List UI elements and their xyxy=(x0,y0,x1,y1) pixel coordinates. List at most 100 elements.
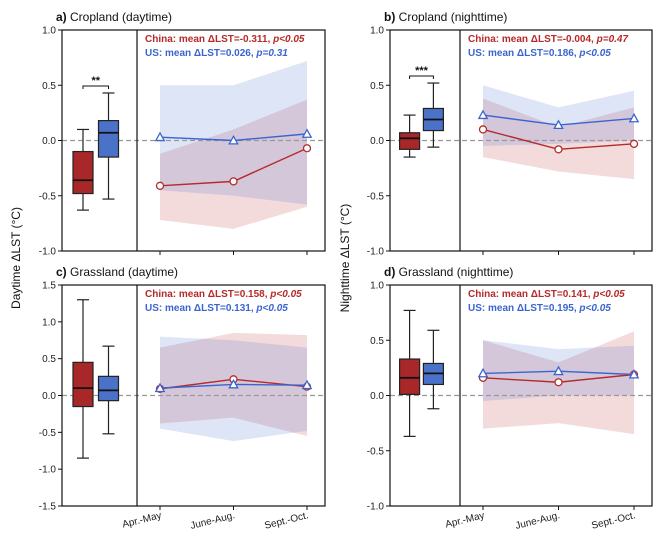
us-p-value: p<0.05 xyxy=(578,303,611,314)
us-stats-annotation: US: mean ΔLST=0.026, p=0.31 xyxy=(145,48,288,59)
us-p-value: p=0.31 xyxy=(255,48,288,59)
us-uncertainty-band xyxy=(160,336,307,442)
china-point xyxy=(554,145,563,154)
us-uncertainty-band xyxy=(160,60,307,205)
y-tick-label: 1.5 xyxy=(42,281,56,292)
y-tick-label: 0.5 xyxy=(370,336,384,347)
panel-d: 1.0 0.5 0.0 -0.5 -1.0 Apr.-May June-Aug. Sept.-… xyxy=(367,265,653,532)
china-point xyxy=(229,177,238,186)
y-tick-label: 0.0 xyxy=(370,391,384,402)
china-point xyxy=(629,139,639,148)
panel-title-text: Cropland (nighttime) xyxy=(395,10,507,24)
us-boxplot xyxy=(422,82,444,148)
y-tick-label: 1.0 xyxy=(42,317,56,328)
us-boxplot xyxy=(97,92,120,200)
box xyxy=(97,375,120,402)
y-tick-label: 1.0 xyxy=(370,26,384,37)
china-stats-annotation: China: mean ΔLST=0.141, p<0.05 xyxy=(468,289,625,300)
y-tick-label: -0.5 xyxy=(367,446,385,457)
panel-title-text: Grassland (nighttime) xyxy=(395,265,513,279)
y-tick-label: 1.0 xyxy=(42,26,56,37)
us-point xyxy=(301,128,313,138)
us-boxplot xyxy=(422,329,444,410)
y-axis-label-daytime: Daytime ΔLST (°C) xyxy=(9,207,23,309)
x-tick-label: Apr.-May xyxy=(444,510,485,530)
us-point xyxy=(477,109,489,120)
china-boxplot xyxy=(399,309,421,437)
significance-stars: *** xyxy=(415,65,429,77)
us-point xyxy=(228,378,239,389)
us-point xyxy=(154,131,166,142)
y-tick-label: -1.0 xyxy=(39,247,57,258)
us-p-value: p<0.05 xyxy=(255,303,288,314)
china-stats-text: China: mean ΔLST=-0.311, xyxy=(145,34,273,45)
china-p-value: p=0.47 xyxy=(596,34,629,45)
us-stats-text: US: mean ΔLST=0.186, xyxy=(468,48,579,59)
china-stats-annotation: China: mean ΔLST=-0.004, p=0.47 xyxy=(468,34,628,45)
panel-title: a) Cropland (daytime) xyxy=(56,10,172,24)
us-point xyxy=(628,112,640,123)
us-point xyxy=(301,379,313,390)
china-boxplot xyxy=(399,114,421,158)
panel-title: c) Grassland (daytime) xyxy=(56,265,178,279)
china-stats-text: China: mean ΔLST=0.158, xyxy=(145,289,270,300)
us-point xyxy=(553,119,564,130)
y-tick-label: -1.0 xyxy=(39,465,57,476)
panel-title-text: Cropland (daytime) xyxy=(67,10,172,24)
x-tick-label: Sept.-Oct. xyxy=(590,510,636,532)
x-tick-label: June-Aug. xyxy=(189,510,236,532)
china-point xyxy=(155,181,165,190)
significance-stars: ** xyxy=(91,75,100,87)
y-tick-label: -0.5 xyxy=(367,191,385,202)
us-stats-text: US: mean ΔLST=0.026, xyxy=(145,48,256,59)
y-tick-label: -0.5 xyxy=(39,191,57,202)
panel-letter: d) xyxy=(384,265,395,279)
us-stats-annotation: US: mean ΔLST=0.131, p<0.05 xyxy=(145,303,288,314)
y-tick-label: 0.5 xyxy=(42,354,56,365)
us-stats-annotation: US: mean ΔLST=0.186, p<0.05 xyxy=(468,48,611,59)
panel-a: ** 1.0 0.5 0.0 -0.5 -1.0 a) Cropland (daytime)… xyxy=(39,10,326,258)
panel-b: *** 1.0 0.5 0.0 -0.5 -1.0 b) Cropland (nightti… xyxy=(367,10,653,258)
y-tick-label: 1.0 xyxy=(370,281,384,292)
china-stats-text: China: mean ΔLST=-0.004, xyxy=(468,34,597,45)
panel-title-text: Grassland (daytime) xyxy=(67,265,178,279)
china-uncertainty-band xyxy=(483,98,634,180)
box xyxy=(72,150,94,195)
y-tick-label: 0.0 xyxy=(370,136,384,147)
china-stats-annotation: China: mean ΔLST=0.158, p<0.05 xyxy=(145,289,302,300)
significance-bracket xyxy=(409,75,434,80)
us-point xyxy=(628,368,640,379)
panel-title: b) Cropland (nighttime) xyxy=(384,10,507,24)
china-stats-annotation: China: mean ΔLST=-0.311, p<0.05 xyxy=(145,34,305,45)
panel-title: d) Grassland (nighttime) xyxy=(384,265,513,279)
china-p-value: p<0.05 xyxy=(592,289,625,300)
us-uncertainty-band xyxy=(483,85,634,147)
box xyxy=(72,361,94,408)
y-tick-label: 0.0 xyxy=(42,136,56,147)
us-p-value: p<0.05 xyxy=(578,48,611,59)
x-tick-label: June-Aug. xyxy=(514,510,561,532)
china-uncertainty-band xyxy=(160,99,307,229)
panel-letter: a) xyxy=(56,10,67,24)
china-p-value: p<0.05 xyxy=(269,289,302,300)
us-stats-text: US: mean ΔLST=0.131, xyxy=(145,303,256,314)
china-point xyxy=(478,125,488,134)
us-boxplot xyxy=(97,345,120,435)
us-point xyxy=(154,382,166,393)
box xyxy=(399,132,421,150)
y-tick-label: 0.5 xyxy=(370,81,384,92)
china-stats-text: China: mean ΔLST=0.141, xyxy=(468,289,593,300)
panel-letter: b) xyxy=(384,10,395,24)
china-boxplot xyxy=(72,128,94,211)
china-point xyxy=(554,378,563,387)
panel-c: 1.5 1.0 0.5 0.0 -0.5 -1.0 -1.5 Apr.-May June-Aug… xyxy=(39,265,326,532)
significance-bracket xyxy=(82,85,109,89)
x-tick-label: Apr.-May xyxy=(121,510,162,530)
china-point xyxy=(302,144,312,153)
y-axis-label-nighttime: Nighttime ΔLST (°C) xyxy=(338,204,352,313)
panel-letter: c) xyxy=(56,265,67,279)
china-p-value: p<0.05 xyxy=(272,34,305,45)
y-tick-label: -1.0 xyxy=(367,247,385,258)
box xyxy=(97,120,120,158)
